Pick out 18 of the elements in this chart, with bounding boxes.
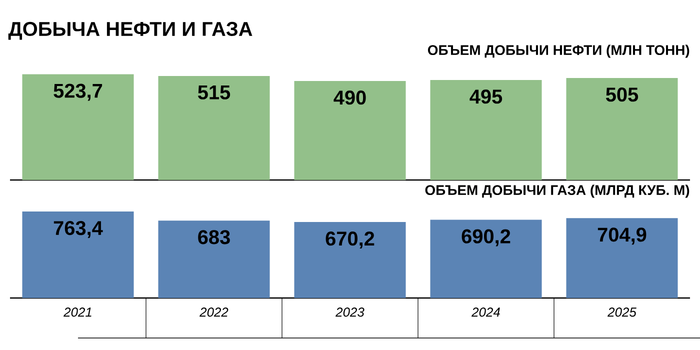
chart-title: ДОБЫЧА НЕФТИ И ГАЗА (8, 22, 252, 40)
chart-title: ОБЪЕМ ДОБЫЧИ ГАЗА (МЛРД КУБ. М) (425, 184, 690, 198)
data-label: 763,4 (54, 220, 103, 238)
data-label: 505 (606, 88, 638, 102)
data-label: 515 (198, 86, 230, 100)
x-tick-label: 2021 (64, 308, 92, 317)
x-tick-label: 2023 (336, 308, 364, 317)
data-label: 495 (470, 90, 502, 104)
x-tick-label: 2022 (200, 308, 228, 317)
data-label: 704,9 (598, 228, 646, 245)
data-label: 683 (198, 230, 230, 244)
data-label: 690,2 (462, 229, 510, 246)
chart-subtitle: ОБЪЕМ ДОБЫЧИ НЕФТИ (МЛН ТОНН) (428, 44, 690, 58)
data-label: 670,2 (326, 232, 374, 249)
x-tick-label: 2025 (608, 308, 636, 317)
x-tick-label: 2024 (472, 308, 500, 317)
data-label: 523,7 (54, 84, 102, 101)
data-label: 490 (334, 90, 366, 105)
